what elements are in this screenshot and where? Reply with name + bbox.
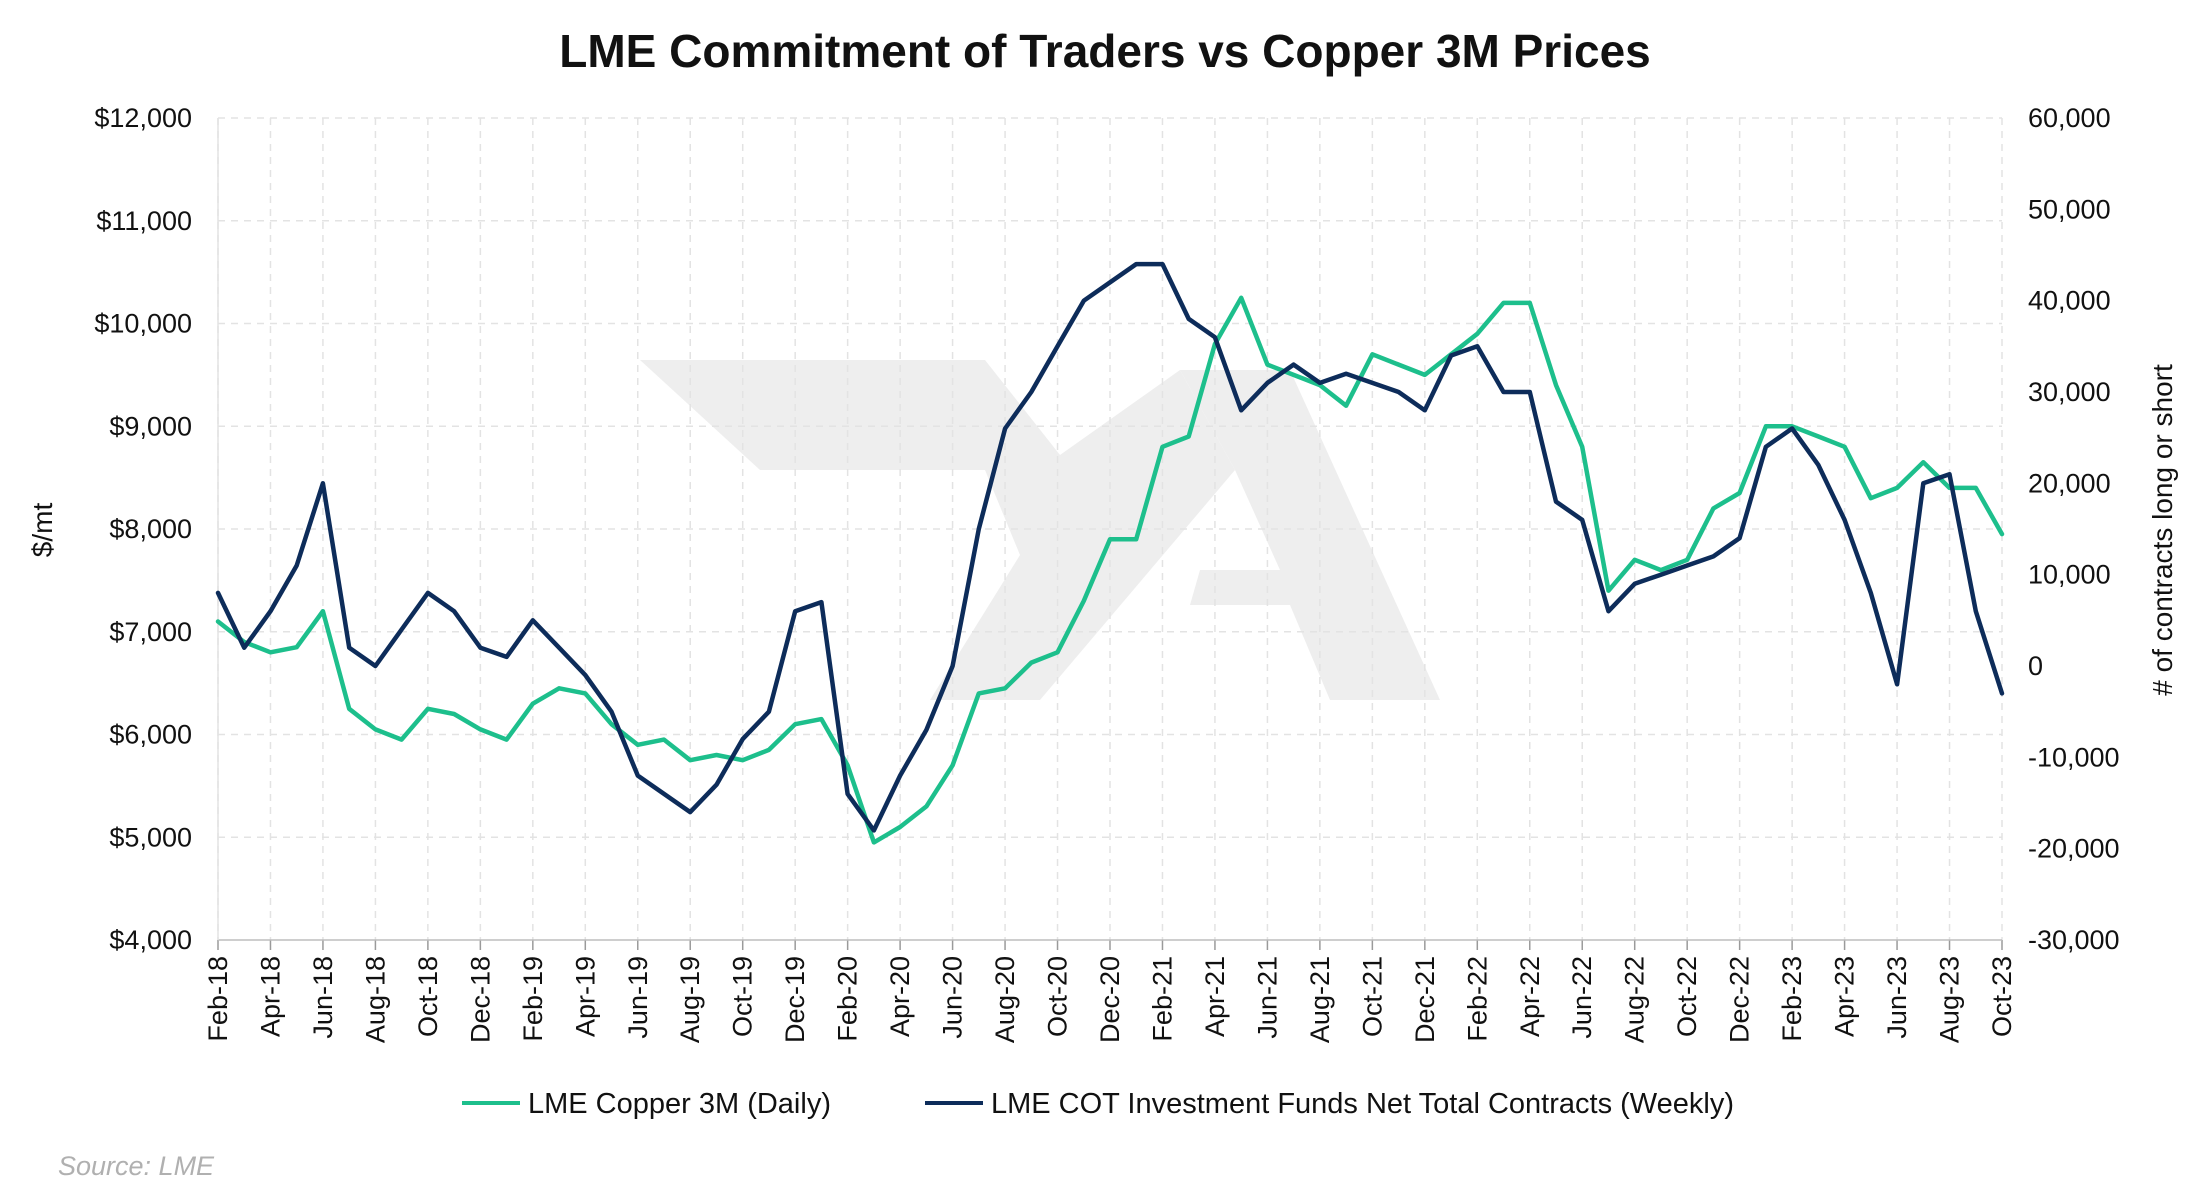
x-tick-label: Feb-21 — [1147, 956, 1177, 1042]
y2-tick-label: -30,000 — [2028, 925, 2120, 955]
x-tick-label: Apr-20 — [885, 956, 915, 1037]
y-tick-label: $8,000 — [109, 514, 192, 544]
y2-tick-label: 30,000 — [2028, 377, 2111, 407]
x-tick-label: Jun-21 — [1252, 956, 1282, 1039]
y-tick-label: $11,000 — [96, 206, 192, 236]
x-tick-label: Jun-23 — [1882, 956, 1912, 1039]
x-tick-label: Feb-19 — [518, 956, 548, 1042]
x-tick-label: Dec-21 — [1410, 956, 1440, 1043]
y-tick-label: $5,000 — [109, 822, 192, 852]
series-line-copper — [215, 295, 2005, 845]
x-tick-label: Aug-19 — [675, 956, 705, 1043]
chart-title: LME Commitment of Traders vs Copper 3M P… — [559, 25, 1651, 77]
y-tick-label: $7,000 — [109, 617, 192, 647]
x-tick-label: Aug-20 — [990, 956, 1020, 1043]
x-tick-label: Jun-22 — [1567, 956, 1597, 1039]
x-tick-label: Feb-20 — [833, 956, 863, 1042]
y2-tick-label: 20,000 — [2028, 468, 2111, 498]
x-tick-label: Aug-18 — [360, 956, 390, 1043]
y2-tick-label: 10,000 — [2028, 560, 2111, 590]
x-tick-label: Dec-19 — [780, 956, 810, 1043]
x-tick-label: Feb-22 — [1462, 956, 1492, 1042]
y-tick-label: $4,000 — [109, 925, 192, 955]
x-tick-label: Aug-21 — [1305, 956, 1335, 1043]
y2-tick-label: 40,000 — [2028, 286, 2111, 316]
x-tick-label: Oct-23 — [1987, 956, 2017, 1037]
x-tick-label: Apr-19 — [570, 956, 600, 1037]
y-tick-label: $6,000 — [109, 720, 192, 750]
x-tick-label: Aug-22 — [1620, 956, 1650, 1043]
x-tick-label: Oct-20 — [1043, 956, 1073, 1037]
y2-tick-label: -20,000 — [2028, 834, 2120, 864]
y2-tick-label: 60,000 — [2028, 103, 2111, 133]
x-tick-label: Feb-23 — [1777, 956, 1807, 1042]
x-tick-label: Oct-22 — [1672, 956, 1702, 1037]
y2-axis-label: # of contracts long or short — [2147, 364, 2178, 696]
x-tick-label: Aug-23 — [1935, 956, 1965, 1043]
x-tick-label: Jun-20 — [938, 956, 968, 1039]
x-tick-label: Apr-23 — [1830, 956, 1860, 1037]
x-tick-label: Dec-22 — [1725, 956, 1755, 1043]
x-tick-label: Jun-18 — [308, 956, 338, 1039]
x-tick-label: Apr-22 — [1515, 956, 1545, 1037]
x-tick-label: Dec-18 — [465, 956, 495, 1043]
watermark-logo — [640, 360, 1440, 700]
x-tick-label: Oct-18 — [413, 956, 443, 1037]
y-tick-label: $12,000 — [94, 103, 192, 133]
y-tick-label: $10,000 — [94, 309, 192, 339]
legend-label-copper: LME Copper 3M (Daily) — [528, 1088, 831, 1120]
x-tick-label: Apr-21 — [1200, 956, 1230, 1037]
legend-label-cot: LME COT Investment Funds Net Total Contr… — [991, 1088, 1734, 1120]
x-tick-label: Jun-19 — [623, 956, 653, 1039]
x-tick-label: Oct-19 — [728, 956, 758, 1037]
y-axis-label: $/mt — [27, 503, 58, 558]
x-tick-label: Apr-18 — [255, 956, 285, 1037]
y2-tick-label: 50,000 — [2028, 194, 2111, 224]
source-note: Source: LME — [58, 1151, 215, 1181]
x-tick-label: Oct-21 — [1357, 956, 1387, 1037]
x-tick-label: Dec-20 — [1095, 956, 1125, 1043]
x-tick-label: Feb-18 — [203, 956, 233, 1042]
series-line-cot — [215, 261, 2005, 833]
y2-tick-label: -10,000 — [2028, 742, 2120, 772]
legend: LME Copper 3M (Daily) LME COT Investment… — [462, 1088, 1734, 1120]
y-tick-label: $9,000 — [109, 411, 192, 441]
y2-tick-label: 0 — [2028, 651, 2043, 681]
